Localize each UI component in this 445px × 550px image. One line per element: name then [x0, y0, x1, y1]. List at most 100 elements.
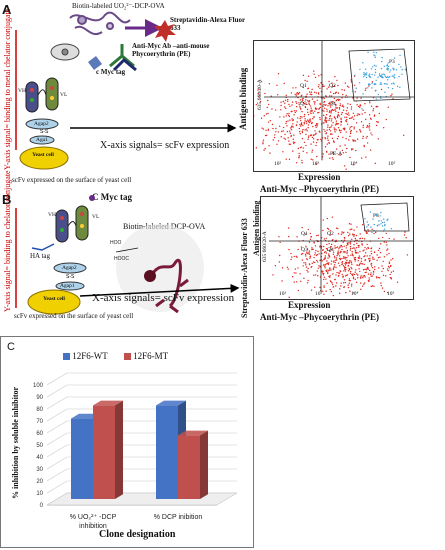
flow-event-dot: [360, 131, 362, 133]
flow-event-dot: [378, 224, 380, 226]
chart-gridline: [46, 396, 237, 410]
flow-event-dot: [377, 121, 379, 123]
flow-event-dot: [368, 100, 371, 102]
q3-label-b: Q3: [301, 247, 308, 253]
flow-event-dot: [361, 113, 363, 115]
flow-event-dot: [341, 273, 343, 276]
flow-event-dot: [349, 103, 351, 106]
flow-event-dot: [311, 262, 313, 265]
flow-event-dot: [315, 144, 317, 147]
flow-event-dot: [265, 113, 268, 115]
flow-event-dot: [288, 143, 290, 145]
flow-event-dot: [306, 108, 309, 111]
flow-event-dot: [375, 98, 377, 100]
flow-event-dot: [344, 270, 347, 272]
flow-event-dot: [299, 273, 301, 275]
flow-event-dot: [300, 119, 302, 122]
flow-event-dot: [297, 267, 299, 269]
flow-event-dot: [398, 75, 400, 78]
flow-event-dot: [345, 247, 347, 249]
flow-event-dot: [356, 97, 358, 99]
flow-event-dot: [342, 104, 344, 106]
flow-event-dot: [310, 158, 312, 160]
flow-event-dot: [375, 89, 377, 92]
flow-event-dot: [352, 273, 354, 275]
flow-event-dot: [327, 126, 329, 128]
flow-event-dot: [324, 265, 326, 268]
flow-event-dot: [343, 279, 346, 281]
flow-event-dot: [374, 71, 377, 74]
y-tick-label: 10: [36, 491, 43, 497]
bar-chart: 0 10 20 30 40 50 60 70 80 90 100 % UO₂²⁺ -DCP inhib…: [33, 372, 238, 530]
flow-event-dot: [323, 97, 325, 100]
vh-label-a: VH: [18, 88, 26, 94]
flow-event-dot: [323, 103, 325, 106]
flow-event-dot: [387, 62, 389, 64]
flow-event-dot: [354, 74, 356, 76]
flow-event-dot: [287, 100, 289, 103]
flow-event-dot: [393, 76, 395, 79]
flow-event-dot: [316, 141, 318, 144]
flow-event-dot: [338, 108, 341, 110]
flow-event-dot: [330, 102, 332, 104]
tick-b-0: 10²: [279, 291, 287, 297]
flow-event-dot: [274, 265, 277, 267]
flow-event-dot: [305, 99, 307, 101]
flow-event-dot: [366, 72, 368, 74]
flow-event-dot: [326, 137, 329, 139]
flow-event-dot: [333, 85, 336, 87]
flow-event-dot: [327, 228, 330, 230]
flow-event-dot: [390, 94, 392, 97]
flow-event-dot: [352, 233, 354, 235]
flow-event-dot: [387, 218, 389, 220]
flow-event-dot: [349, 260, 351, 262]
flow-event-dot: [341, 246, 343, 248]
flow-event-dot: [386, 65, 388, 67]
flow-event-dot: [314, 254, 316, 256]
flow-event-dot: [365, 68, 367, 70]
flow-event-dot: [302, 86, 304, 89]
flow-event-dot: [295, 272, 297, 274]
flow-event-dot: [337, 99, 340, 102]
flow-event-dot: [315, 123, 318, 126]
flow-event-dot: [329, 230, 332, 232]
biotin-dot-icon: [144, 270, 156, 282]
flow-event-dot: [330, 245, 332, 248]
y-tick-label: 0: [40, 503, 44, 509]
ha-tag-icon: [31, 243, 55, 251]
flow-event-dot: [343, 245, 345, 247]
dcp-ova-conjugate-icon: [69, 11, 131, 35]
flow-event-dot: [360, 121, 363, 123]
flow-event-dot: [382, 260, 384, 263]
flow-event-dot: [274, 109, 277, 111]
flow-event-dot: [350, 260, 352, 262]
flow-event-dot: [350, 254, 352, 256]
flow-event-dot: [346, 249, 349, 252]
flow-event-dot: [377, 249, 380, 252]
flow-event-dot: [332, 151, 335, 154]
flow-event-dot: [333, 116, 336, 119]
flow-event-dot: [358, 244, 360, 247]
flow-event-dot: [367, 51, 369, 54]
flow-event-dot: [325, 114, 328, 116]
flow-event-dot: [314, 130, 316, 132]
flow-event-dot: [351, 238, 353, 241]
flow-event-dot: [368, 279, 370, 281]
flow-event-dot: [369, 102, 371, 104]
flow-event-dot: [365, 156, 367, 158]
flow-event-dot: [362, 135, 364, 138]
flow-event-dot: [279, 116, 281, 118]
flow-event-dot: [323, 100, 326, 103]
flow-event-dot: [367, 223, 370, 226]
tick-b-1: 10³: [315, 291, 323, 297]
flow-event-dot: [339, 245, 341, 247]
flow-event-dot: [386, 249, 388, 251]
flow-event-dot: [255, 103, 258, 106]
flow-event-dot: [347, 234, 350, 237]
flow-event-dot: [338, 257, 341, 260]
flow-event-dot: [337, 111, 340, 114]
flow-event-dot: [357, 259, 359, 262]
flow-event-dot: [322, 272, 325, 275]
flow-event-dot: [362, 109, 364, 111]
flow-event-dot: [282, 151, 284, 153]
